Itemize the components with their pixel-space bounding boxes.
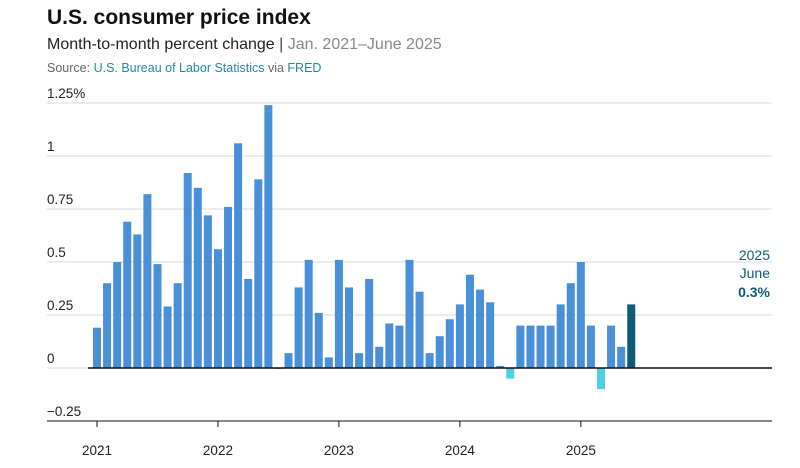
bar (617, 346, 626, 368)
annotation-value: 0.3% (738, 284, 770, 300)
bar (445, 319, 454, 368)
bar (334, 259, 343, 368)
bar (576, 262, 585, 368)
y-tick-label: 0.75 (47, 192, 73, 207)
bar (455, 304, 464, 368)
source-via: via (264, 61, 288, 75)
chart-source: Source: U.S. Bureau of Labor Statistics … (47, 61, 321, 75)
bar (486, 302, 495, 368)
bar (264, 105, 273, 369)
bar (465, 274, 474, 368)
bar (526, 325, 535, 368)
bar (254, 179, 263, 368)
x-tick-label: 2022 (203, 443, 233, 458)
y-tick-label: 0.25 (47, 298, 73, 313)
source-fred-link[interactable]: FRED (287, 61, 322, 75)
bar (284, 353, 293, 368)
bar (425, 353, 434, 368)
bar (627, 304, 636, 368)
bar (123, 221, 132, 368)
bar (224, 206, 233, 368)
y-tick-label: −0.25 (47, 404, 81, 419)
subtitle-range: Jan. 2021–June 2025 (287, 36, 442, 53)
bar (536, 325, 545, 368)
bar (244, 278, 253, 368)
bar (304, 259, 313, 368)
bar (546, 325, 555, 368)
annotation-year: 2025 (739, 247, 770, 263)
x-tick-label: 2025 (566, 443, 596, 458)
bar (153, 264, 162, 368)
bar (193, 187, 202, 368)
y-tick-label: 1.25% (47, 86, 85, 101)
bar (476, 289, 485, 368)
bar (133, 234, 142, 368)
source-prefix: Source: (47, 61, 94, 75)
bar (506, 368, 515, 379)
y-tick-label: 0 (47, 351, 55, 366)
bar (435, 336, 444, 368)
annotation-month: June (740, 265, 771, 281)
x-tick-label: 2021 (82, 443, 112, 458)
last-value-annotation: 2025 June 0.3% (738, 247, 770, 300)
bar (173, 283, 182, 368)
bar (496, 365, 505, 368)
y-axis-labels: −0.25 0 0.25 0.5 0.75 1 1.25% (47, 86, 85, 419)
bar (163, 306, 172, 368)
bar (375, 346, 384, 368)
bar (516, 325, 525, 368)
subtitle-main: Month-to-month percent change (47, 36, 275, 53)
source-bls-link[interactable]: U.S. Bureau of Labor Statistics (93, 61, 265, 75)
x-axis: 2021 2022 2023 2024 2025 (47, 367, 772, 458)
bar (294, 287, 303, 368)
bar (365, 278, 374, 368)
chart-subtitle: Month-to-month percent change | Jan. 202… (47, 36, 442, 54)
bar (597, 368, 605, 390)
bar (395, 325, 404, 368)
bar (213, 249, 222, 368)
bar (355, 353, 364, 368)
bar (324, 357, 333, 368)
bar (113, 262, 122, 368)
x-tick-label: 2024 (445, 443, 476, 458)
bar (586, 325, 595, 368)
bar (183, 172, 192, 368)
bar (556, 304, 565, 368)
bar (203, 215, 212, 368)
x-tick-label: 2023 (324, 443, 354, 458)
bar (607, 325, 616, 368)
y-tick-label: 0.5 (47, 245, 66, 260)
bar (405, 259, 414, 368)
bar (345, 287, 353, 368)
bar (234, 143, 243, 368)
bar (415, 291, 424, 368)
bars (93, 105, 636, 390)
bar (314, 312, 323, 368)
bar (566, 283, 575, 368)
y-tick-label: 1 (47, 139, 55, 154)
bar (385, 323, 394, 368)
bar (93, 327, 101, 368)
bar (143, 194, 152, 368)
subtitle-separator: | (274, 36, 288, 53)
chart-title: U.S. consumer price index (47, 6, 311, 29)
bar (103, 283, 112, 368)
